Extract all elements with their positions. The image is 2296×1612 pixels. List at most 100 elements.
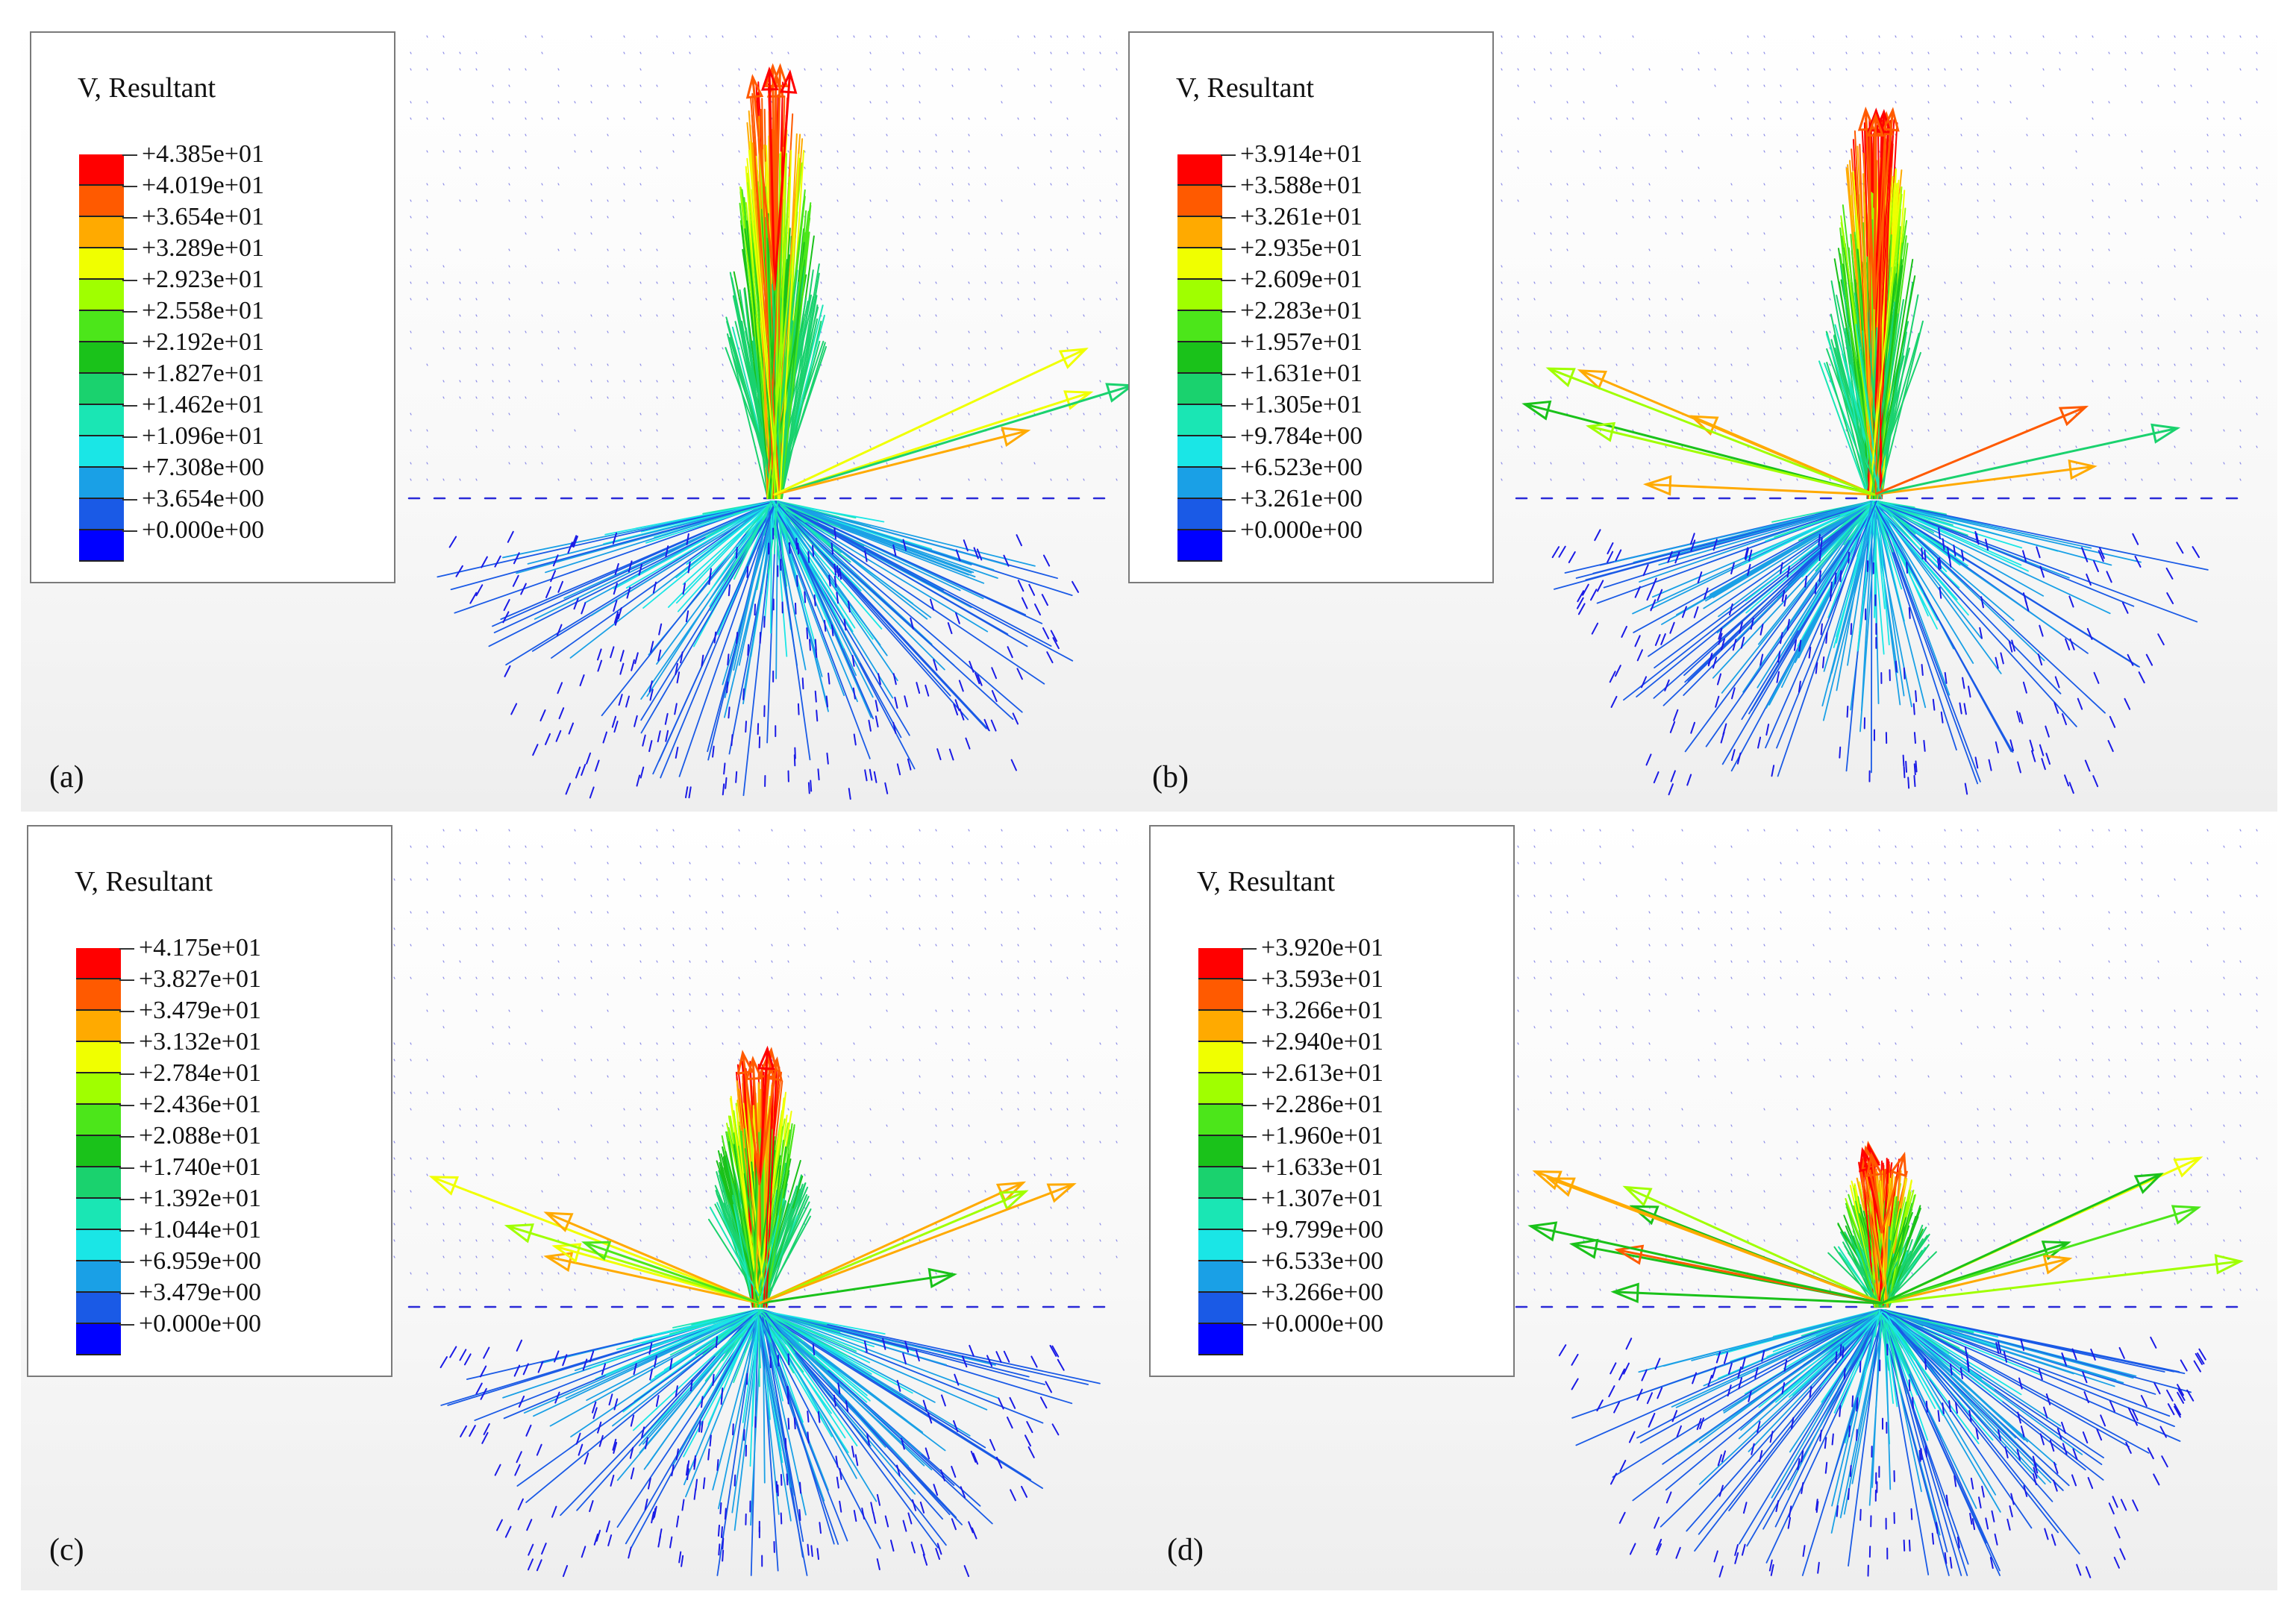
field-dot <box>869 68 872 71</box>
field-dot <box>951 429 954 432</box>
field-dot <box>820 1255 822 1258</box>
velocity-vector <box>556 624 563 636</box>
field-dot <box>1763 396 1765 399</box>
field-dot <box>1033 1223 1036 1226</box>
field-dot <box>1066 1059 1069 1061</box>
velocity-vector <box>830 542 834 555</box>
field-dot <box>1730 183 1733 186</box>
field-dot <box>590 944 592 947</box>
field-dot <box>557 330 560 333</box>
velocity-vector <box>756 1309 881 1549</box>
velocity-vector <box>652 581 657 594</box>
field-dot <box>1099 150 1101 153</box>
velocity-vector <box>516 1339 523 1352</box>
field-dot <box>951 894 954 897</box>
field-dot <box>410 911 412 914</box>
scale-tick <box>122 436 137 438</box>
field-dot <box>1566 396 1568 399</box>
field-dot <box>886 462 888 465</box>
velocity-vector <box>589 786 595 799</box>
field-dot <box>820 894 822 897</box>
field-dot <box>1927 183 1930 186</box>
velocity-vector <box>1010 759 1017 771</box>
field-dot <box>1033 363 1036 366</box>
scale-tick <box>119 1293 134 1294</box>
scale-value: +2.558e+01 <box>142 297 264 324</box>
velocity-vector <box>1939 586 1942 599</box>
velocity-vector <box>1609 671 1616 683</box>
field-dot <box>1763 199 1765 202</box>
field-dot <box>689 51 691 54</box>
field-dot <box>836 1288 839 1291</box>
scale-tick <box>1221 154 1236 156</box>
velocity-vector <box>1860 501 1874 712</box>
field-dot <box>2206 216 2209 219</box>
field-dot <box>869 878 872 881</box>
field-dot <box>1583 232 1585 235</box>
field-dot <box>1566 314 1568 317</box>
velocity-vector <box>963 1565 970 1578</box>
velocity-vector <box>610 646 615 659</box>
field-dot <box>1960 68 1962 71</box>
field-dot <box>787 845 789 848</box>
velocity-vector <box>648 680 653 693</box>
field-dot <box>804 1075 806 1078</box>
field-dot <box>804 993 806 996</box>
velocity-vector <box>1915 690 1918 703</box>
field-dot <box>1083 1288 1085 1291</box>
field-dot <box>1533 396 1536 399</box>
velocity-vector <box>925 1447 930 1460</box>
field-dot <box>442 478 445 481</box>
field-dot <box>2009 380 2012 383</box>
field-dot <box>902 216 904 219</box>
field-dot <box>525 216 527 219</box>
velocity-vector <box>528 1543 534 1556</box>
field-dot <box>525 1042 527 1045</box>
velocity-vector <box>889 1540 895 1552</box>
field-dot <box>689 927 691 930</box>
field-dot <box>590 478 592 481</box>
field-dot <box>2124 281 2127 284</box>
velocity-vector <box>798 1508 801 1521</box>
velocity-vector <box>1718 627 1723 640</box>
field-dot <box>1878 68 1880 71</box>
field-dot <box>590 380 592 383</box>
field-dot <box>1977 232 1979 235</box>
field-dot <box>1681 380 1683 383</box>
velocity-vector <box>2176 542 2184 554</box>
field-dot <box>1099 84 1101 87</box>
velocity-vector <box>571 535 578 548</box>
velocity-vector <box>1777 650 1781 663</box>
velocity-vector <box>872 1511 877 1524</box>
field-dot <box>984 993 986 996</box>
field-dot <box>836 298 839 301</box>
field-dot <box>869 1059 872 1061</box>
velocity-vector <box>1873 501 2045 597</box>
field-dot <box>410 1042 412 1045</box>
velocity-vector <box>1797 501 1879 647</box>
velocity-vector <box>817 768 820 781</box>
field-dot <box>1066 216 1069 219</box>
field-dot <box>1116 68 1118 71</box>
field-dot <box>410 330 412 333</box>
velocity-vector <box>1657 589 1663 601</box>
velocity-vector <box>1850 623 1853 636</box>
velocity-vector <box>516 1451 522 1464</box>
field-dot <box>672 845 675 848</box>
field-dot <box>2239 429 2242 432</box>
velocity-vector <box>1759 653 1764 666</box>
field-dot <box>1116 894 1118 897</box>
field-dot <box>1083 216 1085 219</box>
velocity-vector <box>686 1468 689 1481</box>
field-dot <box>1083 265 1085 268</box>
field-dot <box>1927 117 1930 120</box>
field-dot <box>1599 347 1601 350</box>
field-dot <box>2256 183 2258 186</box>
velocity-vector <box>833 1394 836 1407</box>
field-dot <box>2124 51 2127 54</box>
color-swatch <box>76 948 121 979</box>
field-dot <box>820 216 822 219</box>
velocity-vector <box>1721 501 1878 765</box>
field-dot <box>2124 68 2127 71</box>
field-dot <box>508 199 510 202</box>
